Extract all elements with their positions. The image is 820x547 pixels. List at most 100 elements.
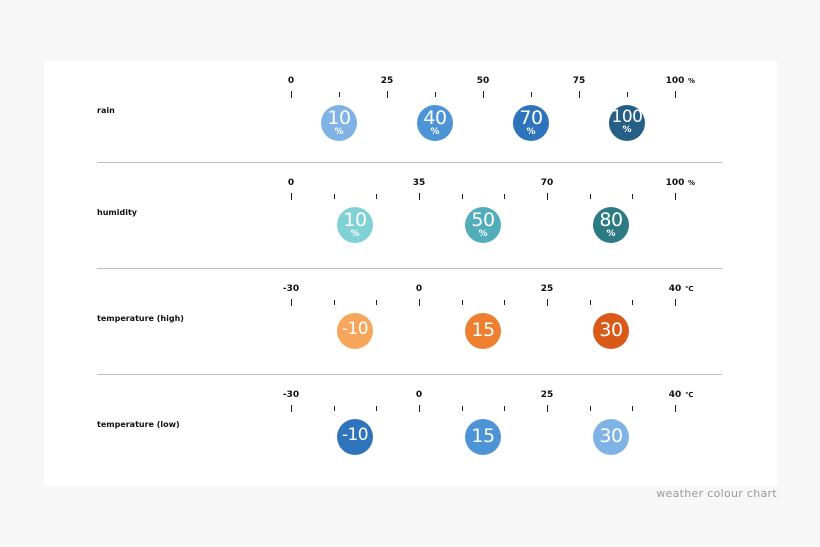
chart-card [44, 61, 777, 486]
major-tick [579, 91, 580, 98]
value-bubble: 10% [337, 207, 373, 243]
value-bubble: 80% [593, 207, 629, 243]
major-tick [419, 299, 420, 306]
bubble-value: 80 [599, 209, 623, 231]
value-bubble: 50% [465, 207, 501, 243]
major-tick [291, 193, 292, 200]
minor-tick [376, 406, 378, 411]
bubble-unit: % [334, 127, 344, 137]
minor-tick [376, 300, 378, 305]
tick-label: 50 [476, 76, 490, 86]
value-bubble: 40% [417, 105, 453, 141]
bubble-value: 40 [423, 107, 447, 129]
tick-label: 25 [380, 76, 394, 86]
row-label: temperature (high) [97, 314, 184, 323]
tick-label: 25 [540, 390, 554, 400]
minor-tick [589, 194, 591, 199]
axis-unit: ℃ [685, 391, 694, 399]
minor-tick [339, 92, 340, 97]
row-label: humidity [97, 208, 137, 217]
axis-unit: % [688, 77, 696, 85]
axis-unit: % [688, 179, 696, 187]
bubble-unit: % [350, 229, 360, 239]
bubble-value: 10 [343, 209, 367, 231]
minor-tick [632, 300, 634, 305]
row-divider [97, 374, 722, 375]
tick-label: -30 [282, 390, 300, 400]
value-bubble: 30 [593, 419, 629, 455]
bubble-value: 15 [471, 319, 495, 341]
value-bubble: 70% [513, 105, 549, 141]
major-tick [387, 91, 388, 98]
axis-unit: ℃ [685, 285, 694, 293]
minor-tick [632, 406, 634, 411]
bubble-value: 30 [599, 425, 623, 447]
minor-tick [333, 194, 335, 199]
major-tick [675, 193, 676, 200]
chart-caption: weather colour chart [656, 487, 777, 500]
major-tick [675, 91, 676, 98]
bubble-unit: % [430, 127, 440, 137]
bubble-unit: % [606, 229, 616, 239]
major-tick [291, 405, 292, 412]
bubble-unit: % [622, 125, 632, 135]
tick-label: 0 [415, 284, 423, 294]
minor-tick [589, 300, 591, 305]
major-tick [291, 299, 292, 306]
tick-label: -30 [282, 284, 300, 294]
value-bubble: -10 [337, 313, 373, 349]
minor-tick [333, 300, 335, 305]
minor-tick [531, 92, 532, 97]
major-tick [547, 405, 548, 412]
minor-tick [461, 300, 463, 305]
tick-label: 100 [665, 76, 685, 86]
bubble-value: 15 [471, 425, 495, 447]
minor-tick [435, 92, 436, 97]
bubble-value: -10 [341, 425, 369, 445]
minor-tick [333, 406, 335, 411]
minor-tick [461, 194, 463, 199]
tick-label: 0 [287, 76, 295, 86]
bubble-value: 70 [519, 107, 543, 129]
value-bubble: 100% [609, 105, 645, 141]
value-bubble: 30 [593, 313, 629, 349]
minor-tick [504, 406, 506, 411]
tick-label: 35 [412, 178, 426, 188]
bubble-value: 30 [599, 319, 623, 341]
major-tick [483, 91, 484, 98]
tick-label: 75 [572, 76, 586, 86]
tick-label: 40 [668, 284, 682, 294]
value-bubble: 15 [465, 313, 501, 349]
tick-label: 0 [287, 178, 295, 188]
minor-tick [376, 194, 378, 199]
tick-label: 100 [665, 178, 685, 188]
row-divider [97, 268, 722, 269]
bubble-value: 10 [327, 107, 351, 129]
row-divider [97, 162, 722, 163]
major-tick [547, 299, 548, 306]
tick-label: 25 [540, 284, 554, 294]
minor-tick [632, 194, 634, 199]
minor-tick [589, 406, 591, 411]
value-bubble: 10% [321, 105, 357, 141]
major-tick [547, 193, 548, 200]
bubble-value: 50 [471, 209, 495, 231]
minor-tick [504, 194, 506, 199]
value-bubble: -10 [337, 419, 373, 455]
minor-tick [504, 300, 506, 305]
bubble-unit: % [526, 127, 536, 137]
value-bubble: 15 [465, 419, 501, 455]
minor-tick [627, 92, 628, 97]
row-label: temperature (low) [97, 420, 180, 429]
bubble-unit: % [478, 229, 488, 239]
major-tick [419, 405, 420, 412]
major-tick [675, 405, 676, 412]
bubble-value: -10 [341, 319, 369, 339]
row-label: rain [97, 106, 115, 115]
tick-label: 40 [668, 390, 682, 400]
tick-label: 0 [415, 390, 423, 400]
tick-label: 70 [540, 178, 554, 188]
major-tick [675, 299, 676, 306]
major-tick [291, 91, 292, 98]
bubble-value: 100 [611, 107, 643, 127]
